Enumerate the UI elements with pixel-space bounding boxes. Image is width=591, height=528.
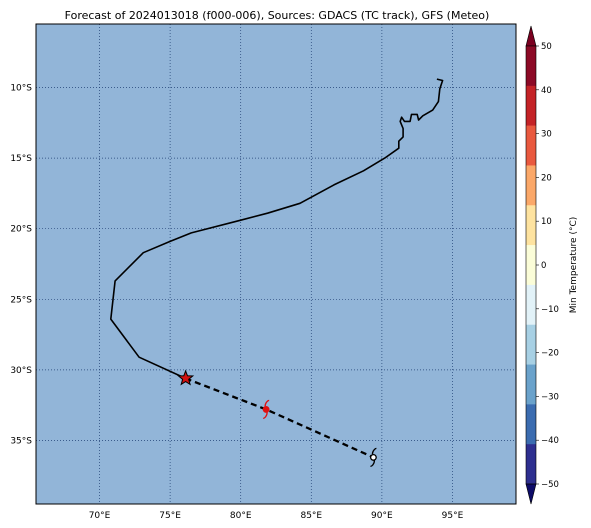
colorbar-swatch [526,46,536,87]
colorbar-swatch [526,85,536,126]
current-position-star [177,369,195,386]
longitude-tick-label: 85°E [300,511,322,521]
colorbar-swatch [526,205,536,246]
graticule [36,24,516,504]
colorbar-swatch [526,245,536,286]
storm-arm [264,399,270,407]
forecast-track-line [185,377,374,459]
latitude-tick-label: 15°S [10,154,32,164]
map-panel: 70°E 75°E 80°E 85°E 90°E 95°E 10°S 15°S 20°S 25°… [10,23,517,521]
longitude-tick-label: 75°E [159,511,181,521]
longitude-tick-label: 95°E [442,511,464,521]
colorbar-tick-label: −30 [541,392,559,402]
colorbar-swatch [526,165,536,206]
colorbar-swatch [526,324,536,365]
storm-arm [262,412,268,420]
latitude-tick-label: 25°S [10,295,32,305]
colorbar-tick-label: −40 [541,436,559,446]
colorbar-tick-label: 40 [541,86,552,96]
storm-arm [371,447,377,455]
colorbar-tick-label: 30 [541,130,552,140]
colorbar-ticks: 50 40 30 20 10 0 −10 −20 −30 −40 −50 [536,42,559,490]
colorbar-tick-label: −50 [541,480,559,490]
colorbar-tick-label: 20 [541,173,552,183]
colorbar: 50 40 30 20 10 0 −10 −20 −30 −40 −50 Min Temperatu… [525,25,579,505]
forecast-storm-symbol-red [262,399,270,420]
past-track-line [110,78,444,380]
storm-arm [370,460,376,468]
colorbar-extend-max [525,25,537,47]
latitude-ticks: 10°S 15°S 20°S 25°S 30°S 35°S [10,84,32,447]
colorbar-swatches [525,25,537,505]
colorbar-extend-min [525,483,537,505]
storm-markers [177,369,377,468]
storm-tracks [110,78,444,459]
latitude-tick-label: 10°S [10,84,32,94]
longitude-tick-label: 80°E [230,511,252,521]
colorbar-tick-label: 10 [541,217,552,227]
colorbar-swatch [526,444,536,485]
colorbar-label: Min Temperature (°C) [569,217,579,314]
forecast-storm-symbol-black [369,447,377,468]
figure-title: Forecast of 2024013018 (f000-006), Sourc… [65,9,490,22]
longitude-tick-label: 70°E [89,511,111,521]
ocean-background [36,24,516,504]
longitude-ticks: 70°E 75°E 80°E 85°E 90°E 95°E [89,511,464,521]
longitude-tick-label: 90°E [371,511,393,521]
latitude-tick-label: 30°S [10,366,32,376]
colorbar-swatch [526,404,536,445]
colorbar-tick-label: −20 [541,349,559,359]
colorbar-swatch [526,284,536,326]
latitude-tick-label: 20°S [10,225,32,235]
storm-eye [369,453,377,461]
latitude-tick-label: 35°S [10,436,32,446]
colorbar-tick-label: 0 [541,261,546,271]
colorbar-tick-label: −10 [541,305,559,315]
colorbar-swatch [526,364,536,405]
storm-eye [262,405,270,413]
map-frame [35,23,517,505]
colorbar-swatch [526,125,536,166]
colorbar-tick-label: 50 [541,42,552,52]
